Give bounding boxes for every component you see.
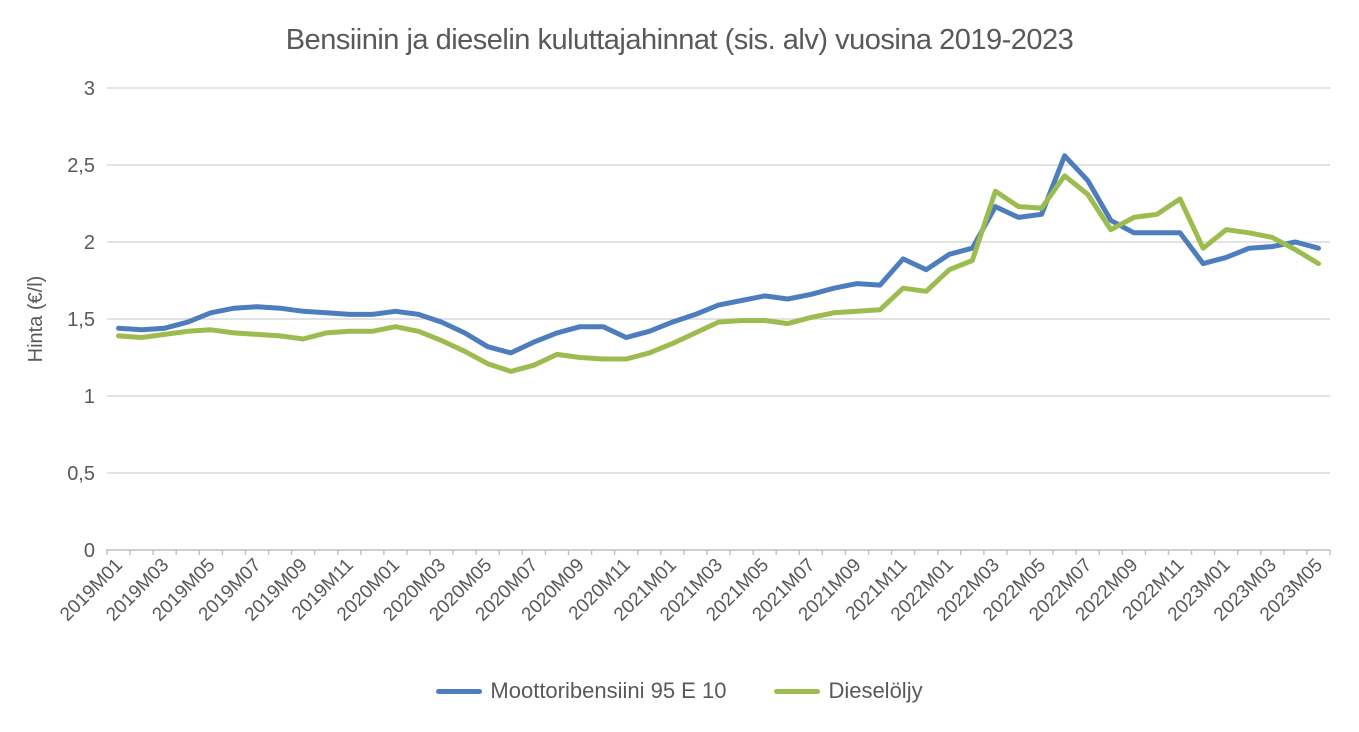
chart-title: Bensiinin ja dieselin kuluttajahinnat (s… xyxy=(285,24,1074,56)
legend-label: Moottoribensiini 95 E 10 xyxy=(490,678,727,703)
legend-swatch-icon xyxy=(774,688,821,694)
y-tick-label: 1,5 xyxy=(67,309,95,331)
series-line-dieseloljy xyxy=(116,173,1321,374)
y-tick-label: 1 xyxy=(84,386,95,408)
y-axis-title: Hinta (€/l) xyxy=(25,276,47,363)
chart-legend: Moottoribensiini 95 E 10 Dieselöljy xyxy=(0,678,1359,704)
legend-label: Dieselöljy xyxy=(828,678,923,703)
y-tick-label: 0 xyxy=(84,540,95,562)
y-tick-label: 3 xyxy=(84,78,95,100)
y-tick-label: 2,5 xyxy=(67,155,95,177)
legend-swatch-icon xyxy=(436,688,483,694)
y-tick-label: 2 xyxy=(84,232,95,254)
legend-item-moottoribensiini-95-e10: Moottoribensiini 95 E 10 xyxy=(436,678,726,704)
legend-item-dieseloljy: Dieselöljy xyxy=(774,678,923,704)
y-tick-label: 0,5 xyxy=(67,463,95,485)
